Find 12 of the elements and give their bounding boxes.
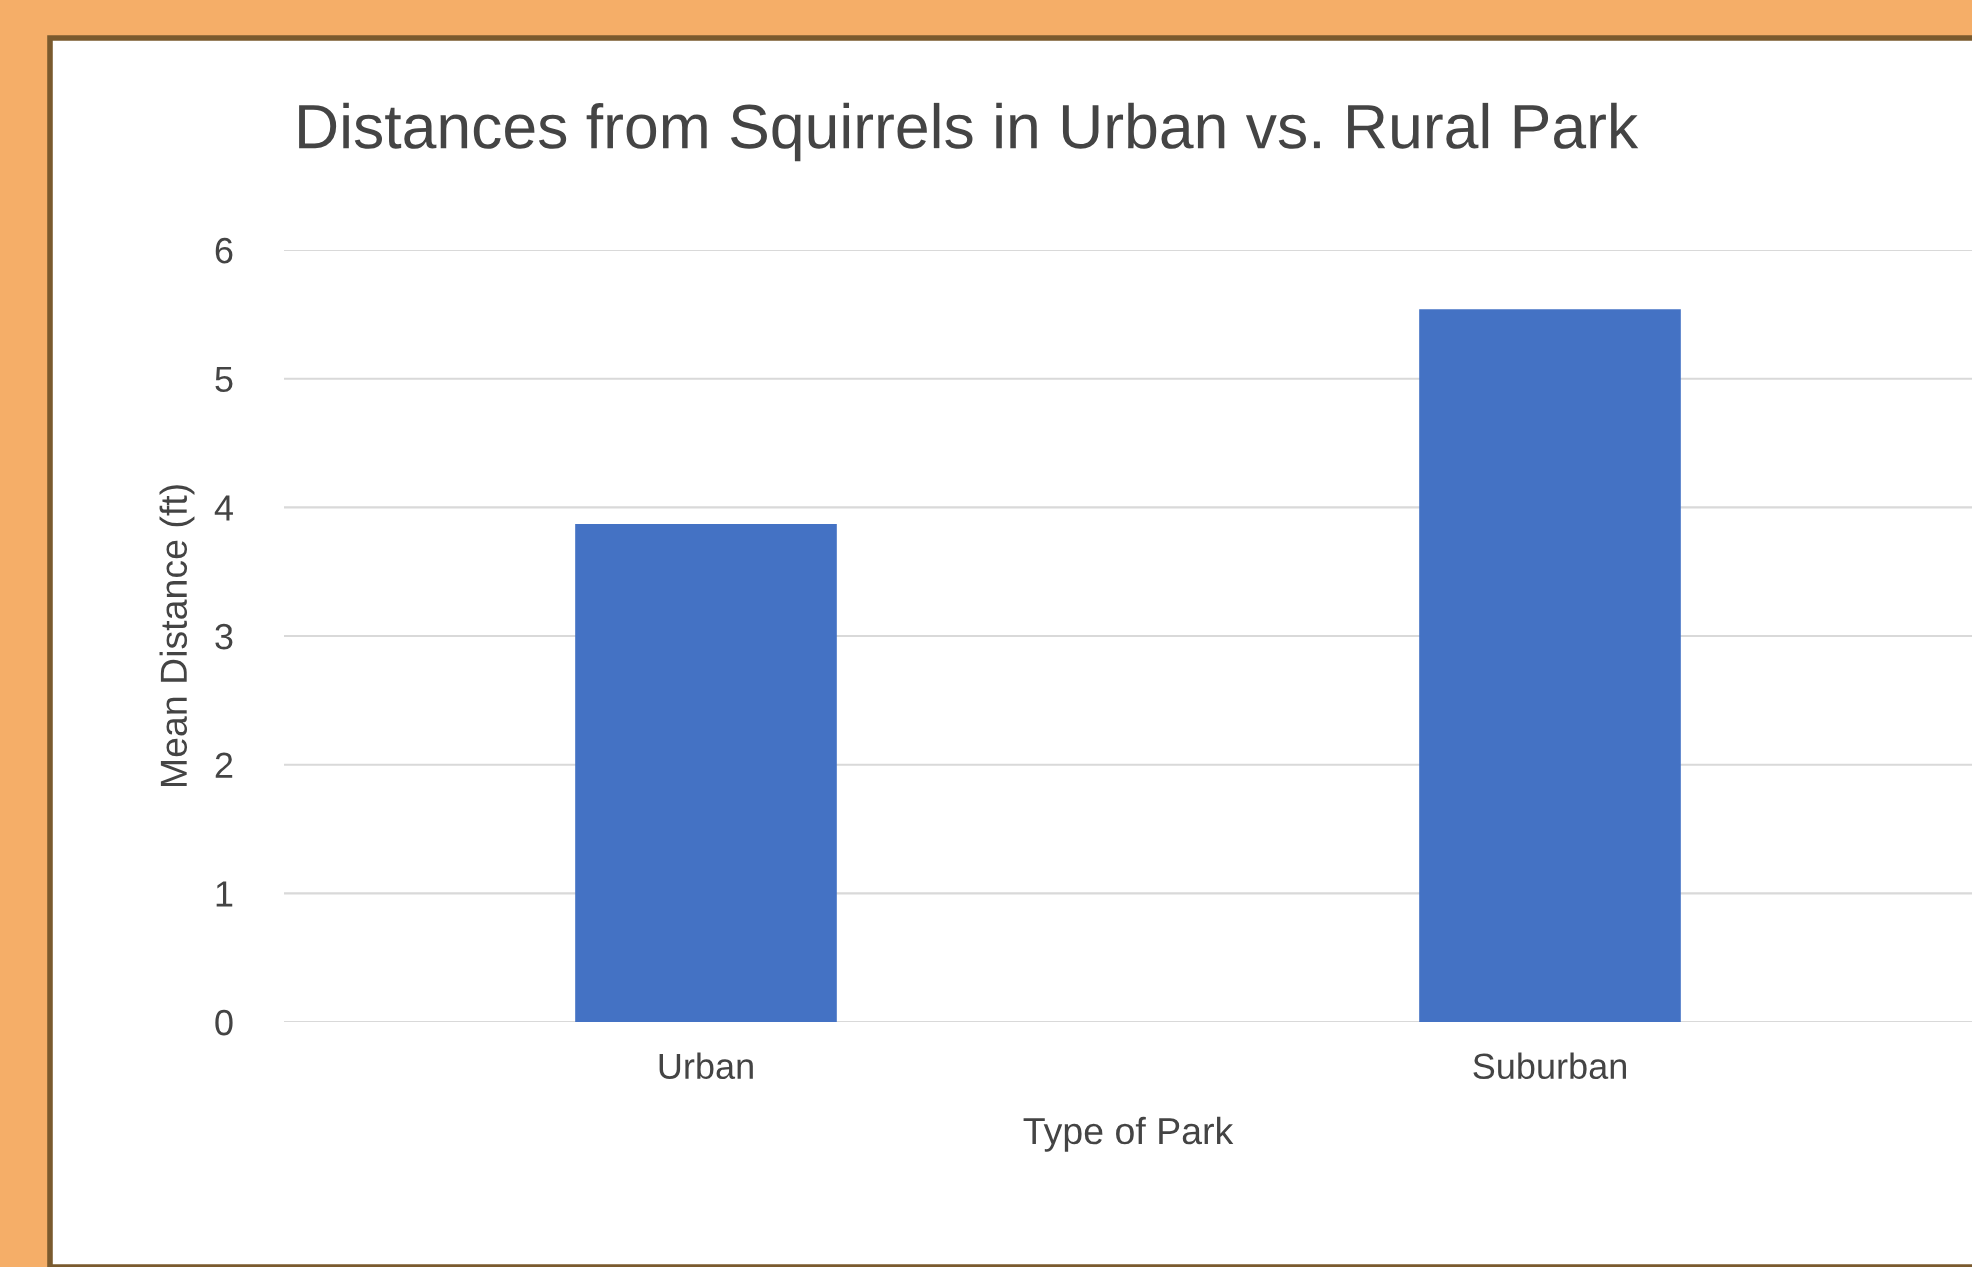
y-tick-label: 0 (215, 1009, 233, 1036)
x-axis-title: Type of Park (1023, 1116, 1234, 1152)
y-tick-label: 6 (215, 237, 233, 264)
chart-title: Distances from Squirrels in Urban vs. Rural Park (299, 102, 1639, 162)
x-tick-label: Urban (659, 1052, 753, 1080)
y-tick-label: 4 (214, 495, 233, 521)
y-tick-label: 1 (216, 881, 233, 907)
x-tick-label: Suburban (1473, 1052, 1626, 1080)
y-tick-label: 3 (215, 623, 233, 650)
y-axis-title: Mean Distance (ft) (159, 485, 195, 787)
y-tick-label: 5 (215, 366, 233, 393)
y-tick-label: 2 (215, 752, 233, 778)
